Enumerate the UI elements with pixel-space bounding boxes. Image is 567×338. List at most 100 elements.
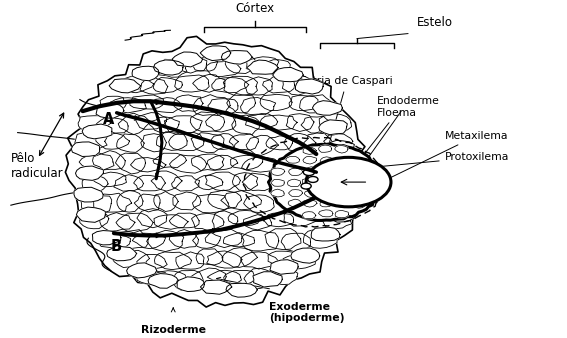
Polygon shape	[244, 195, 274, 213]
Polygon shape	[120, 76, 154, 93]
Polygon shape	[141, 134, 166, 152]
Polygon shape	[246, 114, 278, 129]
Polygon shape	[134, 175, 166, 191]
Polygon shape	[322, 213, 352, 229]
Polygon shape	[224, 270, 258, 285]
Polygon shape	[205, 172, 240, 191]
Polygon shape	[319, 120, 348, 135]
Polygon shape	[205, 228, 242, 248]
Polygon shape	[324, 134, 353, 148]
Polygon shape	[126, 263, 156, 278]
Polygon shape	[206, 61, 241, 76]
Polygon shape	[192, 154, 224, 170]
Polygon shape	[223, 233, 255, 247]
Polygon shape	[325, 140, 354, 155]
Polygon shape	[336, 178, 350, 185]
Polygon shape	[201, 280, 232, 294]
Polygon shape	[77, 207, 105, 222]
Polygon shape	[266, 268, 298, 285]
Polygon shape	[228, 211, 264, 226]
Polygon shape	[173, 95, 203, 112]
Polygon shape	[319, 210, 333, 217]
Polygon shape	[176, 252, 204, 269]
Polygon shape	[169, 213, 199, 228]
Polygon shape	[136, 271, 168, 284]
Polygon shape	[270, 189, 284, 197]
Polygon shape	[242, 173, 274, 191]
Text: Rizoderme: Rizoderme	[141, 325, 206, 335]
Polygon shape	[117, 190, 143, 212]
Polygon shape	[222, 248, 257, 267]
Polygon shape	[223, 76, 257, 95]
Polygon shape	[367, 189, 380, 196]
Polygon shape	[244, 77, 273, 95]
Polygon shape	[221, 191, 261, 210]
Text: Floema: Floema	[331, 108, 417, 196]
Polygon shape	[94, 118, 128, 134]
Polygon shape	[195, 175, 223, 190]
Polygon shape	[153, 77, 183, 92]
Circle shape	[308, 176, 318, 183]
Polygon shape	[229, 134, 259, 150]
Polygon shape	[270, 260, 298, 274]
Text: B: B	[111, 239, 122, 254]
Polygon shape	[192, 213, 224, 231]
Polygon shape	[353, 201, 365, 208]
Polygon shape	[226, 283, 257, 297]
Polygon shape	[273, 68, 303, 82]
Polygon shape	[78, 116, 111, 131]
Polygon shape	[82, 124, 112, 139]
Polygon shape	[291, 248, 320, 263]
Polygon shape	[92, 151, 125, 170]
Polygon shape	[140, 78, 168, 94]
Polygon shape	[312, 101, 342, 115]
Polygon shape	[130, 95, 163, 109]
Polygon shape	[260, 94, 292, 111]
Polygon shape	[117, 134, 144, 152]
Polygon shape	[173, 192, 201, 210]
Polygon shape	[304, 190, 318, 197]
Text: Metaxilema: Metaxilema	[375, 131, 508, 186]
Polygon shape	[92, 172, 126, 187]
Polygon shape	[211, 134, 238, 149]
Polygon shape	[320, 200, 333, 207]
Polygon shape	[268, 251, 294, 266]
Polygon shape	[319, 114, 352, 132]
Polygon shape	[242, 156, 279, 172]
Polygon shape	[282, 76, 315, 95]
Polygon shape	[92, 231, 121, 245]
Polygon shape	[319, 145, 332, 152]
Polygon shape	[114, 175, 143, 191]
Polygon shape	[134, 194, 160, 212]
Text: A: A	[103, 112, 114, 127]
Polygon shape	[137, 255, 167, 269]
Polygon shape	[336, 168, 349, 175]
Polygon shape	[336, 189, 350, 196]
Polygon shape	[286, 114, 314, 131]
Polygon shape	[206, 112, 236, 132]
Polygon shape	[191, 58, 218, 71]
Polygon shape	[242, 231, 279, 251]
Polygon shape	[350, 179, 364, 187]
Polygon shape	[74, 187, 103, 202]
Polygon shape	[327, 190, 356, 205]
Polygon shape	[208, 190, 242, 210]
Polygon shape	[132, 66, 159, 81]
Polygon shape	[212, 211, 238, 231]
Polygon shape	[193, 74, 225, 92]
Polygon shape	[232, 115, 260, 135]
Polygon shape	[243, 215, 272, 230]
Polygon shape	[284, 209, 318, 226]
Polygon shape	[253, 272, 282, 287]
Polygon shape	[335, 200, 348, 207]
Polygon shape	[302, 212, 316, 219]
Polygon shape	[263, 213, 294, 227]
Polygon shape	[207, 155, 238, 170]
Polygon shape	[304, 132, 333, 153]
Polygon shape	[96, 132, 129, 149]
Polygon shape	[136, 113, 167, 129]
Polygon shape	[172, 52, 202, 67]
Polygon shape	[320, 157, 333, 164]
Polygon shape	[169, 230, 198, 248]
Polygon shape	[289, 190, 303, 196]
